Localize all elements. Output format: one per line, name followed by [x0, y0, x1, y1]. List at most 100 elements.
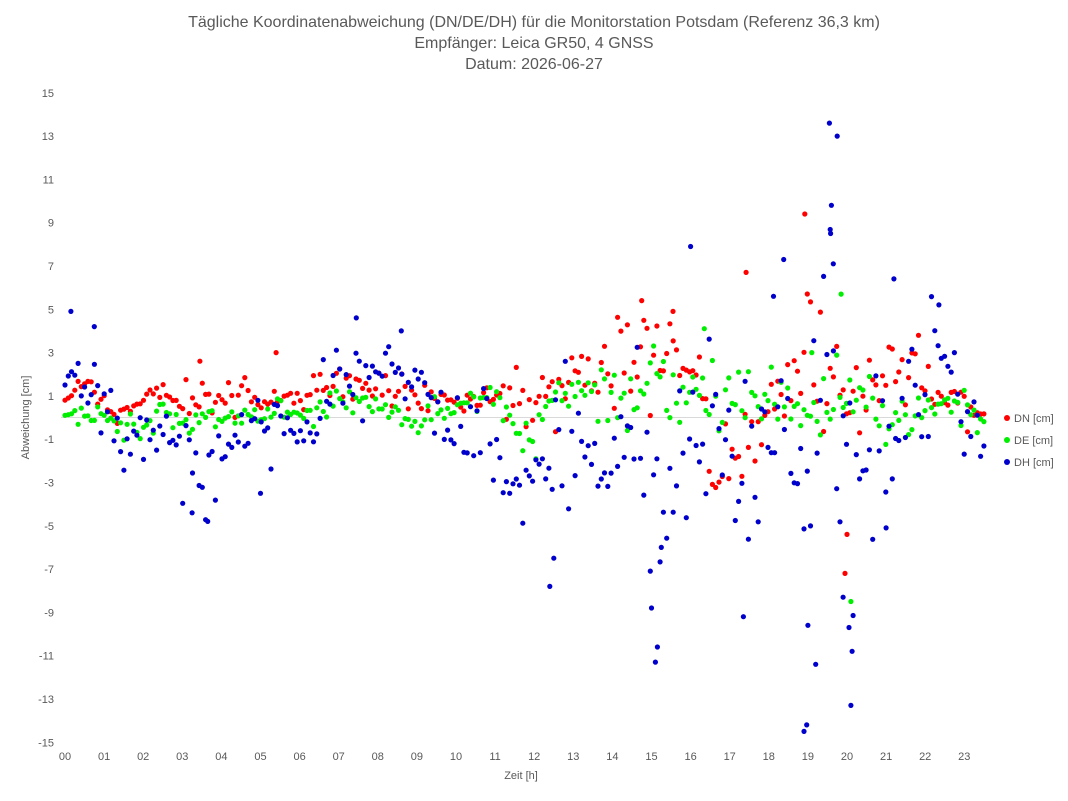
- point-dh: [448, 437, 454, 443]
- point-dn: [245, 387, 251, 394]
- point-de: [343, 405, 349, 411]
- point-dh: [222, 454, 228, 460]
- point-de: [834, 352, 840, 358]
- point-dh: [78, 393, 84, 399]
- point-de: [657, 374, 663, 380]
- point-dn: [510, 402, 516, 409]
- point-dh: [742, 378, 748, 384]
- legend-label-dn: DN [cm]: [1014, 413, 1054, 425]
- point-dh: [369, 363, 375, 369]
- point-de: [78, 405, 84, 411]
- point-dh: [343, 372, 349, 378]
- point-dh: [582, 454, 588, 460]
- point-de: [327, 390, 333, 396]
- point-dh: [415, 376, 421, 382]
- x-tick-label: 22: [919, 751, 931, 763]
- x-tick-label: 01: [98, 751, 110, 763]
- point-dh: [533, 457, 539, 463]
- point-dh: [657, 559, 663, 565]
- point-de: [173, 411, 179, 418]
- point-de: [821, 376, 827, 382]
- point-de: [670, 372, 676, 378]
- point-dh: [186, 437, 192, 443]
- point-dn: [379, 392, 385, 398]
- point-dh: [425, 391, 431, 397]
- point-dh: [781, 426, 788, 433]
- point-dh: [700, 441, 706, 447]
- point-dh: [147, 437, 153, 443]
- point-dh: [543, 476, 549, 482]
- point-dh: [157, 423, 163, 429]
- point-dh: [523, 467, 529, 473]
- point-dh: [726, 407, 732, 413]
- outlier-dh: [68, 308, 74, 314]
- point-dh: [513, 476, 519, 482]
- point-dn: [317, 371, 323, 377]
- point-dn: [219, 397, 225, 403]
- x-tick-label: 04: [215, 751, 227, 763]
- point-dn: [533, 400, 539, 406]
- point-de: [739, 408, 745, 414]
- point-de: [409, 423, 415, 429]
- point-dh: [193, 450, 199, 456]
- point-dn: [248, 399, 254, 405]
- outlier-dh: [189, 510, 195, 516]
- point-de: [968, 412, 974, 418]
- point-de: [837, 394, 843, 400]
- chart-title: Tägliche Koordinatenabweichung (DN/DE/DH…: [188, 14, 880, 31]
- point-de: [471, 394, 477, 400]
- point-dh: [857, 476, 863, 482]
- point-dh: [981, 443, 987, 449]
- point-de: [539, 416, 546, 423]
- x-tick-label: 17: [724, 751, 736, 763]
- point-dh: [428, 395, 434, 401]
- chart-subtitle-date: Datum: 2026-06-27: [465, 56, 603, 73]
- point-dn: [160, 382, 166, 388]
- point-dh: [382, 350, 389, 356]
- point-de: [680, 384, 686, 390]
- point-dh: [111, 438, 117, 444]
- point-dh: [556, 427, 562, 433]
- point-dh: [65, 373, 71, 379]
- outlier-dh: [891, 276, 897, 282]
- point-dh: [706, 336, 712, 342]
- point-de: [85, 413, 91, 419]
- point-dh: [431, 430, 438, 436]
- point-de: [415, 430, 421, 436]
- point-dn: [500, 383, 506, 389]
- y-tick-label: 5: [48, 304, 54, 316]
- point-dn: [850, 388, 856, 394]
- point-dh: [82, 384, 88, 390]
- point-dh: [651, 472, 657, 478]
- point-dh: [546, 465, 552, 471]
- point-de: [530, 438, 536, 445]
- point-dh: [392, 369, 398, 375]
- point-de: [154, 408, 160, 414]
- point-de: [350, 410, 356, 416]
- point-dn: [324, 384, 330, 391]
- point-dh: [680, 450, 686, 456]
- point-de: [709, 357, 716, 364]
- outlier-dh: [648, 605, 655, 611]
- outlier-dh: [936, 302, 942, 308]
- x-tick-label: 13: [567, 751, 579, 763]
- point-de: [595, 418, 601, 424]
- point-dn: [791, 358, 797, 364]
- point-dn: [258, 405, 264, 411]
- point-dn: [98, 396, 104, 402]
- point-dh: [516, 482, 523, 488]
- point-de: [265, 406, 271, 412]
- point-dh: [843, 441, 850, 447]
- point-dh: [765, 444, 771, 450]
- point-dn: [647, 412, 653, 419]
- point-de: [183, 417, 189, 423]
- point-dn: [229, 392, 235, 399]
- point-dh: [163, 413, 169, 419]
- point-dh: [484, 395, 490, 402]
- point-dn: [598, 359, 604, 366]
- point-de: [124, 421, 130, 427]
- point-dh: [402, 396, 408, 402]
- point-dn: [579, 353, 585, 359]
- point-de: [445, 405, 451, 411]
- point-de: [556, 380, 562, 386]
